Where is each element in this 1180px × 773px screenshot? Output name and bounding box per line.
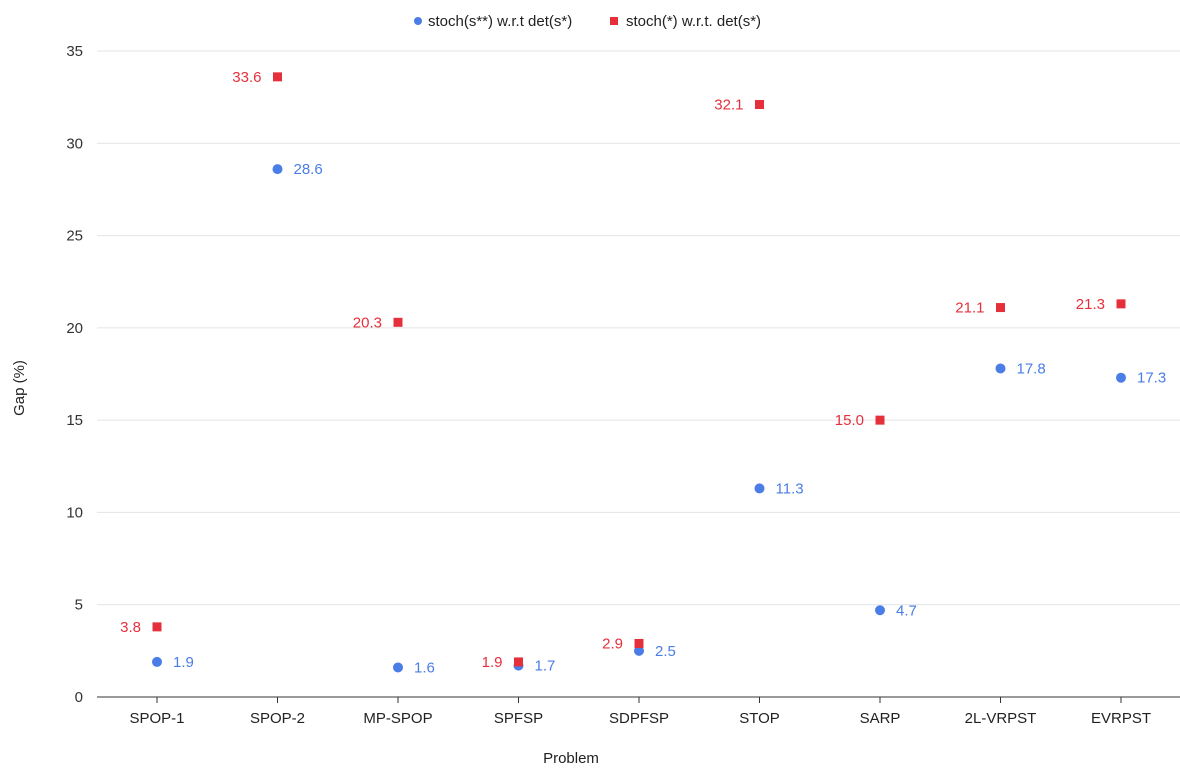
data-label-series-2: 20.3	[353, 314, 382, 331]
x-tick-label: STOP	[739, 710, 780, 727]
data-label-series-2: 15.0	[835, 412, 864, 429]
y-tick-label: 15	[66, 412, 83, 429]
data-point-series-1	[875, 605, 885, 616]
data-point-series-1	[272, 164, 283, 175]
x-axis-label: Problem	[543, 750, 599, 767]
data-label-series-1: 17.8	[1017, 360, 1046, 377]
y-tick-label: 30	[66, 135, 83, 152]
data-point-series-1	[634, 645, 644, 656]
y-tick-label: 35	[66, 43, 83, 60]
x-tick-label: SARP	[860, 710, 901, 727]
y-tick-label: 25	[66, 228, 83, 245]
y-axis-label: Gap (%)	[11, 360, 28, 416]
y-tick-label: 0	[75, 689, 83, 706]
data-point-series-2	[755, 100, 764, 110]
x-tick-labels: SPOP-1 SPOP-2 MP-SPOP SPFSP SDPFSP STOP SARP 2L…	[129, 697, 1151, 727]
data-label-series-2: 2.9	[602, 635, 623, 652]
data-point-series-1	[393, 662, 403, 673]
data-point-series-2	[514, 657, 523, 667]
data-point-series-1	[995, 363, 1006, 374]
legend-label-series-1: stoch(s**) w.r.t det(s*)	[428, 13, 572, 30]
data-point-series-1	[754, 483, 765, 494]
data-point-series-2	[273, 72, 282, 82]
data-label-series-2: 21.3	[1076, 296, 1105, 313]
x-tick-label: SPOP-1	[129, 710, 184, 727]
data-label-series-2: 33.6	[232, 69, 261, 86]
data-label-series-1: 1.9	[173, 654, 194, 671]
data-point-series-2	[152, 622, 162, 632]
data-point-series-2	[393, 317, 403, 327]
x-tick-label: 2L-VRPST	[965, 710, 1037, 727]
y-tick-label: 5	[75, 597, 83, 614]
legend-marker-series-2	[610, 17, 618, 25]
y-tick-label: 20	[66, 320, 83, 337]
data-label-series-2: 32.1	[714, 97, 743, 114]
legend-label-series-2: stoch(*) w.r.t. det(s*)	[626, 13, 761, 30]
legend: stoch(s**) w.r.t det(s*) stoch(*) w.r.t.…	[414, 13, 761, 30]
x-tick-label: EVRPST	[1091, 710, 1151, 727]
legend-marker-series-1	[414, 17, 422, 25]
data-point-series-2	[634, 638, 644, 648]
data-point-series-1	[152, 656, 162, 667]
data-point-series-2	[875, 415, 885, 425]
data-label-series-1: 17.3	[1137, 370, 1166, 387]
y-tick-label: 10	[66, 504, 83, 521]
data-label-series-1: 4.7	[896, 602, 917, 619]
data-label-series-1: 28.6	[294, 161, 323, 178]
data-point-series-2	[1116, 299, 1126, 309]
grid	[97, 50, 1180, 606]
data-label-series-2: 3.8	[120, 619, 141, 636]
data-label-series-2: 1.9	[482, 654, 503, 671]
data-label-series-1: 1.6	[414, 659, 435, 676]
data-label-series-1: 2.5	[655, 643, 676, 660]
data-point-series-1	[1116, 372, 1126, 383]
data-label-series-1: 11.3	[776, 480, 804, 497]
data-label-series-2: 21.1	[955, 300, 984, 317]
data-marks: 1.9 28.6 1.6 1.7 2.5 11.3 4.7 17.8 17.3 3.8 33.6 20…	[120, 69, 1166, 677]
data-label-series-1: 1.7	[535, 658, 556, 675]
x-tick-label: MP-SPOP	[363, 710, 432, 727]
data-point-series-2	[996, 303, 1005, 313]
x-tick-label: SDPFSP	[609, 710, 669, 727]
x-tick-label: SPOP-2	[250, 710, 305, 727]
y-tick-labels: 0 5 10 15 20 25 30 35	[66, 43, 83, 706]
x-tick-label: SPFSP	[494, 710, 543, 727]
